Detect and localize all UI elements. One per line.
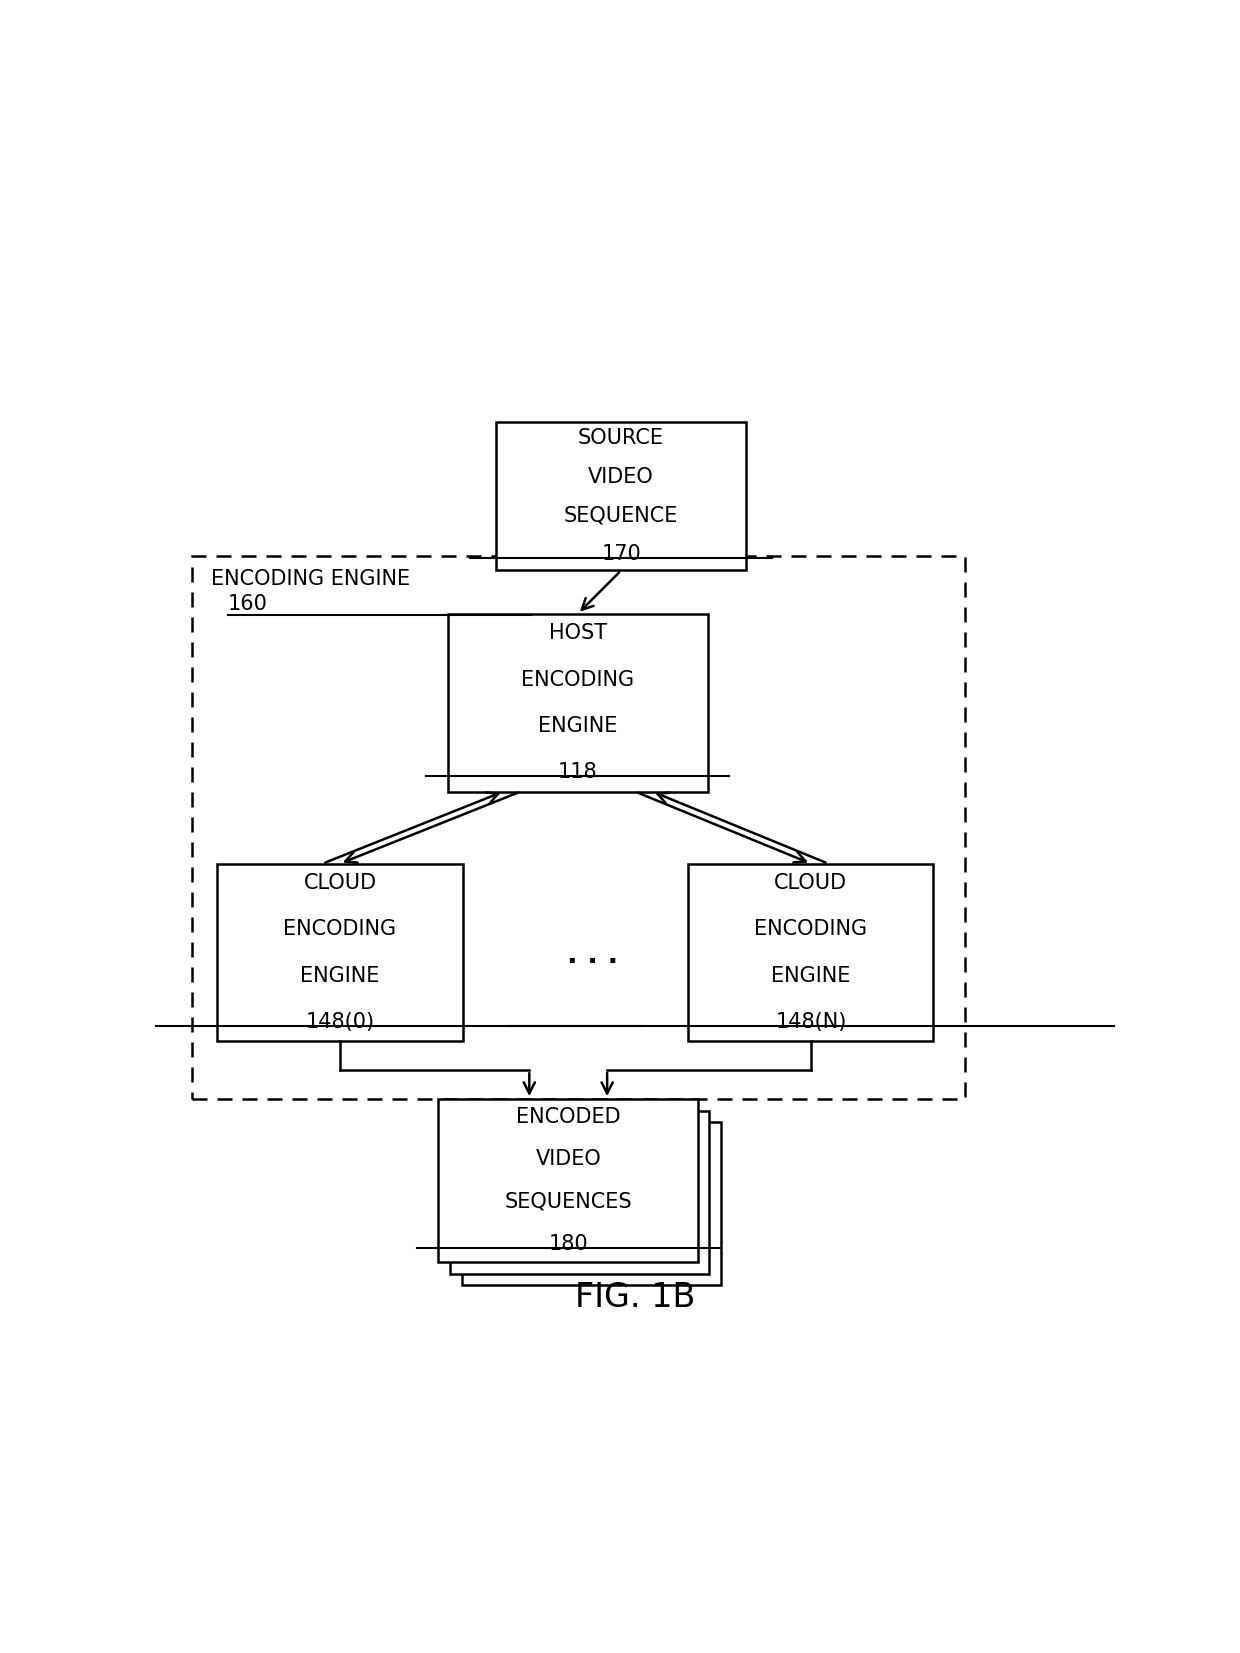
Text: ENCODING: ENCODING: [521, 669, 635, 689]
Text: 118: 118: [558, 762, 598, 782]
Text: ENCODING: ENCODING: [284, 919, 397, 939]
Text: ENCODED: ENCODED: [516, 1108, 620, 1127]
Text: 160: 160: [228, 593, 268, 615]
Text: ENCODING ENGINE: ENCODING ENGINE: [211, 569, 410, 588]
Text: HOST: HOST: [549, 623, 606, 643]
Bar: [217, 863, 463, 1041]
Text: CLOUD: CLOUD: [774, 873, 847, 893]
Text: ENGINE: ENGINE: [538, 716, 618, 736]
Text: ENGINE: ENGINE: [771, 965, 851, 985]
Bar: [439, 1099, 698, 1263]
Text: 148(0): 148(0): [305, 1012, 374, 1031]
Bar: [191, 555, 965, 1099]
Text: VIDEO: VIDEO: [588, 466, 653, 486]
Text: CLOUD: CLOUD: [304, 873, 377, 893]
Text: SEQUENCES: SEQUENCES: [505, 1192, 632, 1212]
Text: . . .: . . .: [567, 941, 618, 969]
Text: FIG. 1B: FIG. 1B: [575, 1281, 696, 1314]
Bar: [448, 613, 708, 792]
Text: VIDEO: VIDEO: [536, 1149, 601, 1169]
Bar: [496, 422, 746, 570]
Text: SOURCE: SOURCE: [578, 428, 665, 448]
Bar: [450, 1111, 709, 1274]
Text: ENCODING: ENCODING: [754, 919, 868, 939]
Bar: [688, 863, 934, 1041]
Text: 180: 180: [548, 1235, 588, 1255]
Text: SEQUENCE: SEQUENCE: [564, 506, 678, 526]
Text: ENGINE: ENGINE: [300, 965, 379, 985]
Bar: [461, 1122, 720, 1286]
Text: 170: 170: [601, 544, 641, 564]
Text: 148(N): 148(N): [775, 1012, 847, 1031]
